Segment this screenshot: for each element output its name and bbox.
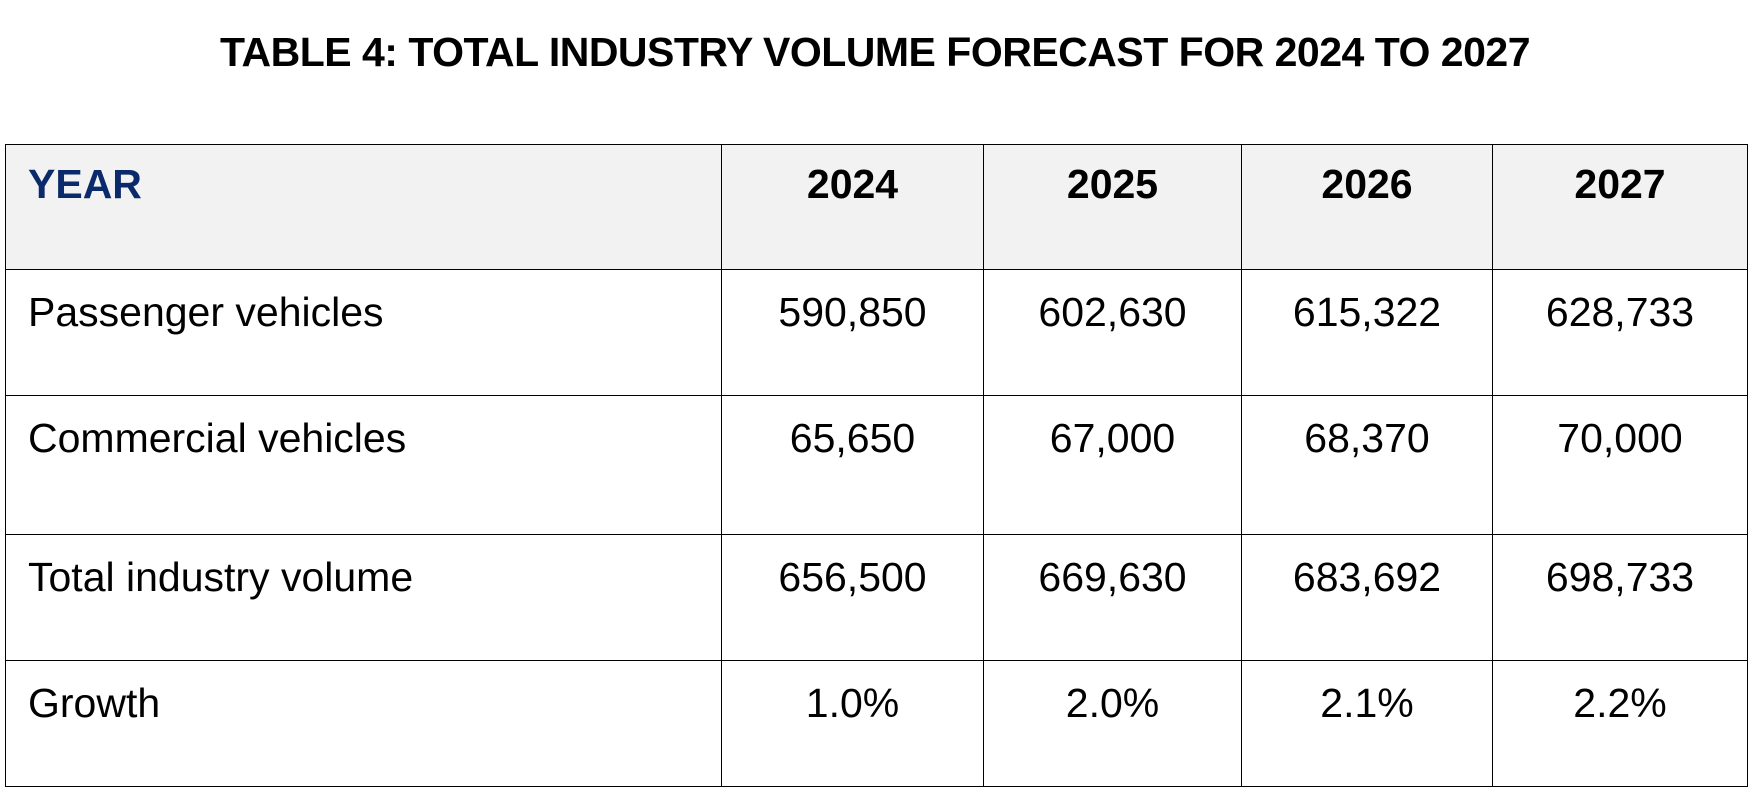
value-cell: 1.0% bbox=[721, 660, 984, 787]
cell-value: 602,630 bbox=[1038, 289, 1187, 335]
cell-value: 2.1% bbox=[1320, 680, 1414, 726]
value-cell: 70,000 bbox=[1492, 395, 1748, 535]
forecast-table: YEAR 2024 2025 2026 2027 Passenger vehic… bbox=[5, 144, 1748, 787]
cell-value: 70,000 bbox=[1557, 415, 1683, 461]
value-cell: 65,650 bbox=[721, 395, 984, 535]
cell-value: 683,692 bbox=[1292, 554, 1442, 600]
row-label: Growth bbox=[28, 680, 161, 726]
column-header-year: 2025 bbox=[1066, 161, 1159, 207]
value-cell: 2.0% bbox=[983, 660, 1242, 787]
cell-value: 628,733 bbox=[1545, 289, 1695, 335]
row-label: Commercial vehicles bbox=[28, 415, 407, 461]
column-header-year: 2026 bbox=[1321, 161, 1413, 207]
value-cell: 2.2% bbox=[1492, 660, 1748, 787]
cell-value: 2.2% bbox=[1573, 680, 1667, 726]
row-label-cell: Total industry volume bbox=[5, 534, 722, 661]
value-cell: 669,630 bbox=[983, 534, 1242, 661]
value-cell: 698,733 bbox=[1492, 534, 1748, 661]
header-cell-2025: 2025 bbox=[983, 144, 1242, 270]
table-row-passenger-vehicles: Passenger vehicles 590,850 602,630 615,3… bbox=[5, 269, 1748, 396]
value-cell: 590,850 bbox=[721, 269, 984, 396]
column-header-year: 2027 bbox=[1574, 161, 1666, 207]
value-cell: 628,733 bbox=[1492, 269, 1748, 396]
cell-value: 65,650 bbox=[789, 415, 916, 461]
value-cell: 67,000 bbox=[983, 395, 1242, 535]
value-cell: 2.1% bbox=[1241, 660, 1493, 787]
row-label: Passenger vehicles bbox=[28, 289, 384, 335]
cell-value: 698,733 bbox=[1545, 554, 1695, 600]
value-cell: 656,500 bbox=[721, 534, 984, 661]
cell-value: 669,630 bbox=[1038, 554, 1187, 600]
cell-value: 68,370 bbox=[1304, 415, 1430, 461]
table-title: TABLE 4: TOTAL INDUSTRY VOLUME FORECAST … bbox=[219, 29, 1531, 75]
value-cell: 683,692 bbox=[1241, 534, 1493, 661]
cell-value: 656,500 bbox=[778, 554, 927, 600]
cell-value: 590,850 bbox=[778, 289, 927, 335]
table-row-total-industry-volume: Total industry volume 656,500 669,630 68… bbox=[5, 534, 1748, 661]
row-label-cell: Growth bbox=[5, 660, 722, 787]
value-cell: 68,370 bbox=[1241, 395, 1493, 535]
cell-value: 67,000 bbox=[1049, 415, 1176, 461]
cell-value: 1.0% bbox=[805, 680, 900, 726]
table-row-commercial-vehicles: Commercial vehicles 65,650 67,000 68,370… bbox=[5, 395, 1748, 535]
header-cell-2027: 2027 bbox=[1492, 144, 1748, 270]
year-label: YEAR bbox=[28, 161, 142, 207]
row-label: Total industry volume bbox=[28, 554, 414, 600]
table-row-growth: Growth 1.0% 2.0% 2.1% 2.2% bbox=[5, 660, 1748, 787]
row-label-cell: Passenger vehicles bbox=[5, 269, 722, 396]
column-header-year: 2024 bbox=[806, 161, 899, 207]
cell-value: 615,322 bbox=[1292, 289, 1442, 335]
header-cell-2026: 2026 bbox=[1241, 144, 1493, 270]
table-header-row: YEAR 2024 2025 2026 2027 bbox=[5, 144, 1748, 270]
value-cell: 615,322 bbox=[1241, 269, 1493, 396]
value-cell: 602,630 bbox=[983, 269, 1242, 396]
row-label-cell: Commercial vehicles bbox=[5, 395, 722, 535]
cell-value: 2.0% bbox=[1065, 680, 1160, 726]
header-cell-year-label: YEAR bbox=[5, 144, 722, 270]
header-cell-2024: 2024 bbox=[721, 144, 984, 270]
